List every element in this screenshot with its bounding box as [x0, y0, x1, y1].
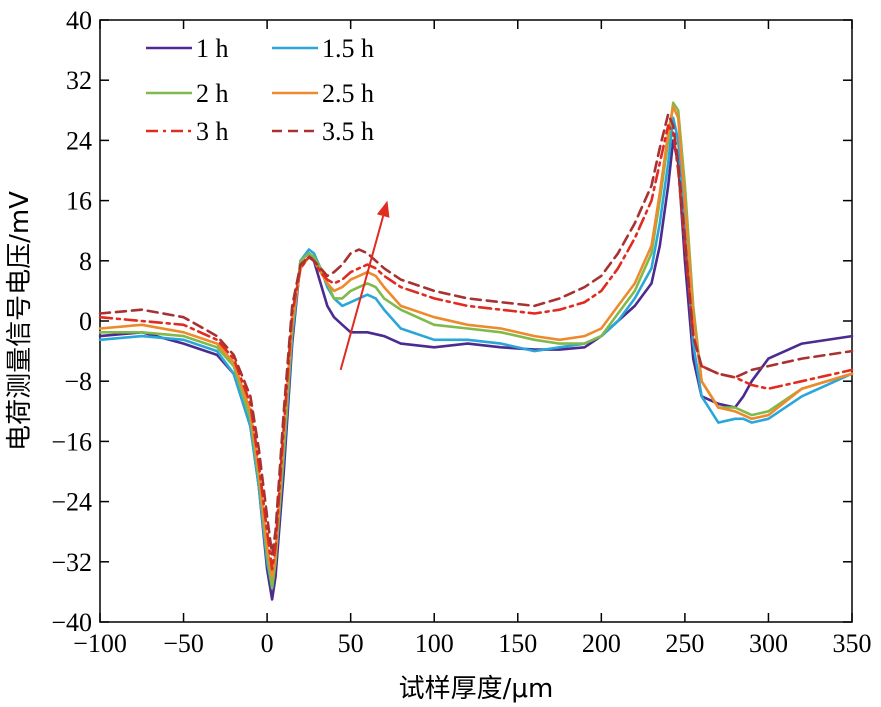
y-tick-label: −16 — [51, 427, 92, 456]
y-tick-label: −40 — [51, 608, 92, 637]
series-line-3 — [98, 105, 854, 579]
y-tick-label: 0 — [79, 307, 92, 336]
y-tick-label: 32 — [66, 66, 92, 95]
y-tick-label: −24 — [51, 488, 92, 517]
arrow-head — [376, 200, 390, 218]
y-tick-label: 24 — [66, 126, 92, 155]
legend: 1 h 1.5 h 2 h 2.5 h 3 h 3.5 h — [146, 34, 374, 146]
trend-arrow — [339, 200, 390, 371]
y-tick-label: 16 — [66, 187, 92, 216]
x-tick-label: 100 — [415, 629, 454, 658]
legend-label: 3 h — [196, 117, 229, 146]
arrow-shaft — [339, 215, 385, 371]
x-tick-label: −100 — [73, 629, 127, 658]
plot-lines — [98, 101, 854, 601]
x-tick-label: 150 — [498, 629, 537, 658]
y-tick-label: 8 — [79, 247, 92, 276]
x-tick-label: 0 — [261, 629, 274, 658]
series-line-4 — [98, 124, 854, 571]
y-tick-label: 40 — [66, 6, 92, 35]
legend-label: 2.5 h — [322, 79, 374, 108]
y-tick-label: −8 — [64, 367, 92, 396]
y-tick-label: −32 — [51, 548, 92, 577]
y-axis-title: 电荷测量信号电压/mV — [5, 191, 35, 451]
x-tick-label: 50 — [338, 629, 364, 658]
legend-label: 3.5 h — [322, 117, 374, 146]
legend-label: 1 h — [196, 34, 229, 63]
x-tick-label: −50 — [163, 629, 204, 658]
x-tick-label: 300 — [749, 629, 788, 658]
plot-frame — [99, 19, 853, 623]
axis-ticks — [99, 19, 853, 623]
series-line-5 — [98, 112, 854, 556]
legend-label: 1.5 h — [322, 34, 374, 63]
x-tick-label: 350 — [833, 629, 872, 658]
legend-label: 2 h — [196, 79, 229, 108]
x-tick-label: 250 — [665, 629, 704, 658]
axis-tick-labels: −100 −50 0 50 100 150 200 250 300 350 −40 −32 −24 −16… — [51, 6, 871, 658]
x-tick-label: 200 — [582, 629, 621, 658]
x-axis-title: 试样厚度/μm — [399, 674, 554, 704]
series-line-0 — [98, 139, 854, 601]
